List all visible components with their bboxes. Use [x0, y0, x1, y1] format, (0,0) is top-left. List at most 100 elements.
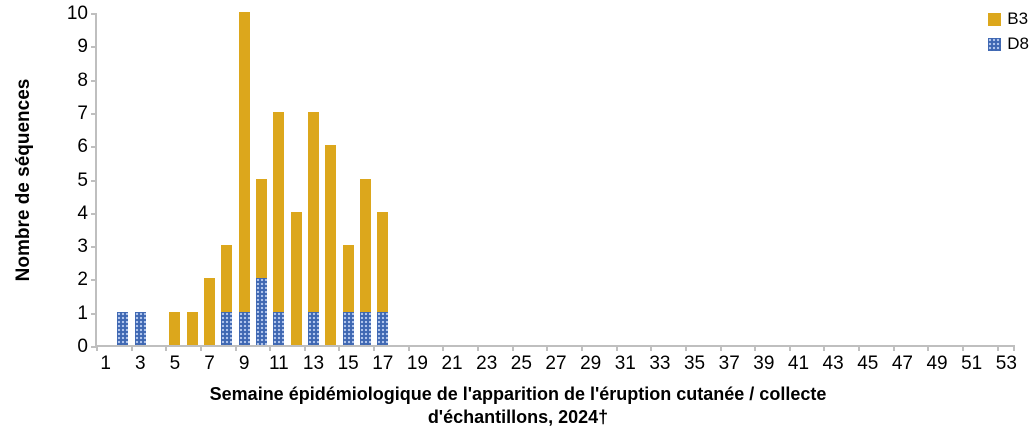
- y-tick-mark: [91, 46, 97, 49]
- legend-swatch-d8-icon: [988, 37, 1002, 51]
- y-tick-label: 6: [77, 136, 88, 158]
- x-tick-mark: [511, 345, 514, 351]
- legend-item-d8: D8: [988, 34, 1029, 54]
- bar-b3-week-7: [204, 278, 216, 345]
- x-tick-label: 7: [204, 353, 215, 374]
- y-tick-label: 7: [77, 102, 88, 124]
- x-tick-mark: [546, 345, 549, 351]
- x-tick-mark: [234, 345, 237, 351]
- x-tick-mark: [130, 345, 133, 351]
- x-tick-label: 31: [614, 353, 636, 374]
- x-tick-label: 35: [683, 353, 706, 374]
- x-tick-mark: [165, 345, 168, 351]
- y-tick-mark: [91, 212, 97, 215]
- y-tick-mark: [91, 312, 97, 315]
- x-tick-mark: [477, 345, 480, 351]
- bar-b3-week-6: [186, 311, 198, 345]
- legend-swatch-b3-icon: [988, 12, 1002, 26]
- x-tick-label: 23: [476, 353, 498, 374]
- x-tick-mark: [823, 345, 826, 351]
- y-tick-label: 3: [77, 236, 88, 258]
- x-tick-mark: [373, 345, 376, 351]
- bar-b3-week-13: [308, 111, 319, 312]
- y-tick-mark: [91, 179, 97, 182]
- x-axis-title-line1: Semaine épidémiologique de l'apparition …: [209, 384, 827, 404]
- y-tick-mark: [91, 146, 97, 149]
- y-tick-mark: [91, 79, 97, 82]
- bar-d8-week-2: [117, 311, 129, 345]
- bar-b3-week-17: [377, 211, 389, 312]
- y-tick-label: 0: [77, 336, 88, 357]
- x-tick-label: 19: [406, 353, 428, 374]
- y-tick-label: 2: [77, 269, 88, 291]
- bar-d8-week-10: [256, 278, 268, 345]
- x-tick-mark: [962, 345, 965, 351]
- x-tick-label: 1: [100, 353, 111, 374]
- x-tick-mark: [442, 345, 445, 351]
- y-tick-label: 8: [77, 69, 88, 91]
- x-tick-label: 15: [337, 353, 359, 374]
- x-tick-label: 41: [787, 353, 810, 374]
- y-tick-label: 4: [77, 202, 88, 224]
- y-tick-mark: [91, 279, 97, 282]
- y-tick-mark: [91, 112, 97, 115]
- x-tick-label: 33: [649, 353, 671, 374]
- bar-d8-week-8: [221, 311, 233, 345]
- x-tick-mark: [407, 345, 410, 351]
- x-tick-mark: [719, 345, 722, 351]
- y-axis-title: Nombre de séquences: [13, 78, 34, 282]
- bar-b3-week-9: [238, 12, 250, 312]
- x-tick-label: 29: [580, 353, 602, 374]
- x-tick-label: 45: [857, 353, 879, 374]
- x-tick-mark: [788, 345, 791, 351]
- x-tick-label: 11: [268, 353, 289, 374]
- legend-label-b3: B3: [1007, 9, 1029, 28]
- x-tick-mark: [338, 345, 341, 351]
- x-tick-label: 43: [822, 353, 844, 374]
- x-tick-label: 53: [995, 353, 1017, 374]
- legend-label-d8: D8: [1007, 34, 1029, 53]
- x-tick-label: 21: [441, 353, 463, 374]
- x-tick-mark: [1013, 345, 1015, 351]
- y-tick-mark: [91, 346, 97, 348]
- x-tick-label: 3: [135, 353, 146, 374]
- bar-d8-week-11: [273, 311, 285, 345]
- x-tick-label: 13: [302, 353, 325, 374]
- bar-b3-week-12: [290, 211, 302, 345]
- x-tick-label: 9: [238, 353, 250, 374]
- x-tick-label: 17: [372, 353, 394, 374]
- bar-b3-week-8: [221, 245, 233, 312]
- bar-b3-week-11: [273, 111, 285, 312]
- y-tick-label: 10: [66, 3, 88, 24]
- y-tick-mark: [91, 13, 97, 15]
- x-tick-mark: [684, 345, 687, 351]
- bar-d8-week-13: [308, 311, 319, 345]
- x-tick-label: 5: [169, 353, 181, 374]
- legend-item-b3: B3: [988, 9, 1029, 29]
- x-tick-label: 39: [753, 353, 775, 374]
- x-tick-mark: [580, 345, 583, 351]
- x-tick-label: 27: [545, 353, 567, 374]
- x-tick-mark: [996, 345, 999, 351]
- x-tick-label: 47: [891, 353, 913, 374]
- bar-b3-week-16: [359, 178, 371, 312]
- legend: B3 D8: [988, 9, 1029, 54]
- bar-d8-week-17: [377, 311, 389, 345]
- y-tick-label: 9: [77, 36, 88, 58]
- x-tick-mark: [858, 345, 861, 351]
- x-tick-label: 25: [510, 353, 532, 374]
- x-tick-label: 51: [961, 353, 983, 374]
- x-tick-mark: [927, 345, 930, 351]
- x-tick-mark: [303, 345, 306, 351]
- bar-b3-week-5: [169, 311, 181, 345]
- y-tick-mark: [91, 246, 97, 249]
- x-axis-title-line2: d'échantillons, 2024†: [427, 407, 609, 427]
- x-tick-mark: [754, 345, 757, 351]
- x-tick-mark: [199, 345, 202, 351]
- x-axis-title: Semaine épidémiologique de l'apparition …: [0, 383, 1036, 429]
- x-tick-mark: [96, 345, 98, 351]
- y-tick-label: 5: [77, 169, 88, 191]
- bar-d8-week-15: [342, 311, 354, 345]
- bar-b3-week-15: [342, 245, 354, 312]
